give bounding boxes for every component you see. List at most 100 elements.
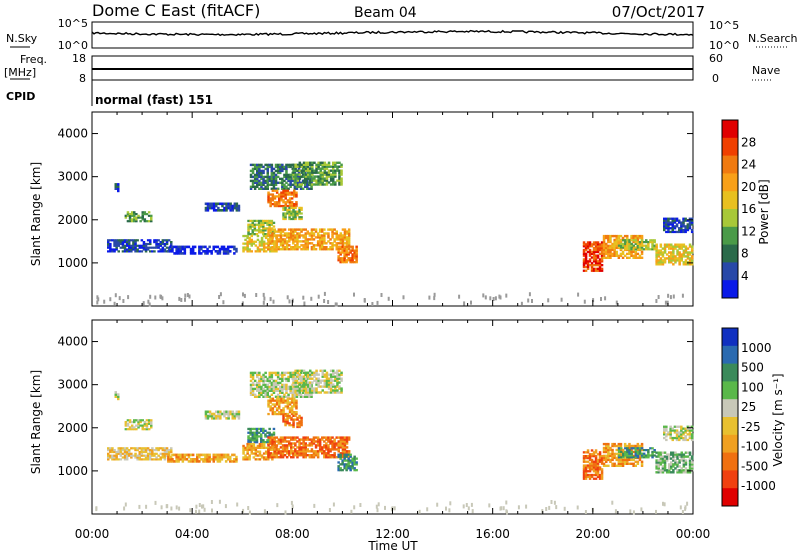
power-echo-cell [632, 240, 635, 244]
power-echo-cell [594, 267, 598, 270]
velocity-echo-cell [353, 467, 356, 470]
velocity-scatter-cell [632, 510, 635, 515]
power-echo-cell [355, 255, 358, 258]
velocity-echo-cell [345, 442, 349, 445]
velocity-echo-cell [321, 446, 324, 449]
velocity-echo-cell [306, 395, 309, 398]
velocity-echo-cell [600, 477, 604, 480]
power-echo-cell [651, 239, 654, 242]
power-echo-cell [331, 242, 334, 245]
velocity-echo-cell [636, 447, 640, 450]
power-echo-cell [254, 240, 258, 243]
velocity-echo-cell [351, 461, 354, 464]
velocity-echo-cell [636, 448, 640, 452]
power-echo-cell [638, 234, 642, 238]
velocity-echo-cell [260, 437, 263, 440]
velocity-echo-cell [270, 393, 274, 396]
velocity-echo-data [95, 369, 694, 515]
velocity-echo-cell [315, 379, 318, 382]
velocity-echo-cell [331, 442, 334, 445]
velocity-echo-cell [151, 454, 154, 457]
velocity-echo-cell [611, 454, 614, 458]
velocity-echo-cell [212, 417, 216, 420]
velocity-echo-cell [298, 452, 301, 455]
velocity-echo-cell [321, 371, 324, 374]
velocity-echo-cell [208, 453, 211, 457]
power-echo-cell [340, 179, 343, 182]
power-echo-cell [287, 175, 290, 179]
power-echo-cell [620, 242, 623, 245]
power-echo-cell [337, 251, 340, 254]
power-echo-cell [315, 183, 318, 186]
velocity-echo-cell [682, 433, 685, 436]
power-echo-cell [665, 230, 668, 234]
velocity-echo-cell [345, 438, 349, 441]
power-echo-cell [345, 259, 348, 262]
power-echo-cell [183, 252, 187, 255]
velocity-echo-cell [605, 448, 608, 452]
power-echo-cell [256, 234, 260, 238]
velocity-scatter-cell [545, 507, 548, 511]
velocity-echo-cell [582, 456, 586, 460]
power-echo-cell [229, 202, 232, 206]
power-echo-cell [309, 171, 312, 174]
power-echo-cell [690, 219, 694, 222]
power-echo-cell [113, 248, 116, 251]
velocity-echo-cell [355, 463, 358, 466]
power-echo-cell [260, 173, 263, 177]
velocity-echo-cell [632, 464, 635, 467]
velocity-echo-cell [140, 454, 144, 457]
velocity-echo-cell [686, 425, 690, 428]
velocity-echo-cell [267, 446, 270, 449]
power-echo-cell [264, 163, 267, 167]
velocity-echo-cell [647, 452, 650, 455]
power-x-axis [91, 112, 694, 306]
velocity-echo-cell [107, 452, 110, 455]
power-echo-cell [353, 253, 356, 256]
power-echo-cell [302, 234, 305, 237]
velocity-echo-cell [139, 419, 142, 422]
power-scatter-cell [666, 300, 669, 305]
velocity-echo-cell [281, 391, 284, 394]
velocity-echo-cell [296, 371, 299, 374]
power-echo-cell [294, 175, 297, 178]
power-echo-cell [607, 234, 610, 238]
velocity-echo-cell [598, 473, 602, 477]
power-scatter-cell [498, 294, 501, 299]
power-echo-cell [262, 183, 265, 186]
velocity-echo-cell [640, 464, 644, 467]
power-echo-cell [318, 244, 322, 247]
power-echo-cell [321, 173, 324, 176]
velocity-echo-cell [607, 450, 610, 454]
power-echo-cell [253, 167, 257, 171]
velocity-echo-cell [672, 451, 675, 454]
power-echo-cell [283, 232, 287, 235]
velocity-echo-cell [640, 448, 644, 452]
power-echo-cell [269, 234, 272, 237]
power-echo-cell [260, 242, 264, 245]
velocity-echo-cell [309, 389, 312, 392]
velocity-echo-cell [283, 444, 287, 447]
velocity-echo-cell [292, 452, 295, 455]
power-echo-cell [224, 252, 228, 255]
velocity-echo-cell [242, 450, 245, 453]
power-echo-cell [317, 179, 320, 182]
power-echo-cell [135, 220, 138, 223]
power-echo-cell [233, 245, 236, 249]
velocity-echo-cell [329, 381, 333, 384]
velocity-echo-cell [163, 454, 167, 457]
power-echo-cell [300, 175, 304, 178]
power-echo-cell [323, 234, 326, 237]
power-echo-cell [258, 181, 261, 184]
power-echo-cell [675, 230, 679, 234]
velocity-echo-cell [682, 469, 686, 472]
velocity-echo-cell [315, 377, 318, 380]
power-echo-cell [256, 185, 259, 188]
velocity-echo-cell [251, 387, 255, 391]
power-echo-cell [208, 245, 211, 249]
power-echo-cell [310, 228, 314, 231]
power-echo-cell [628, 256, 631, 259]
power-echo-cell [260, 229, 263, 232]
velocity-echo-cell [600, 472, 604, 475]
power-echo-cell [334, 169, 337, 172]
